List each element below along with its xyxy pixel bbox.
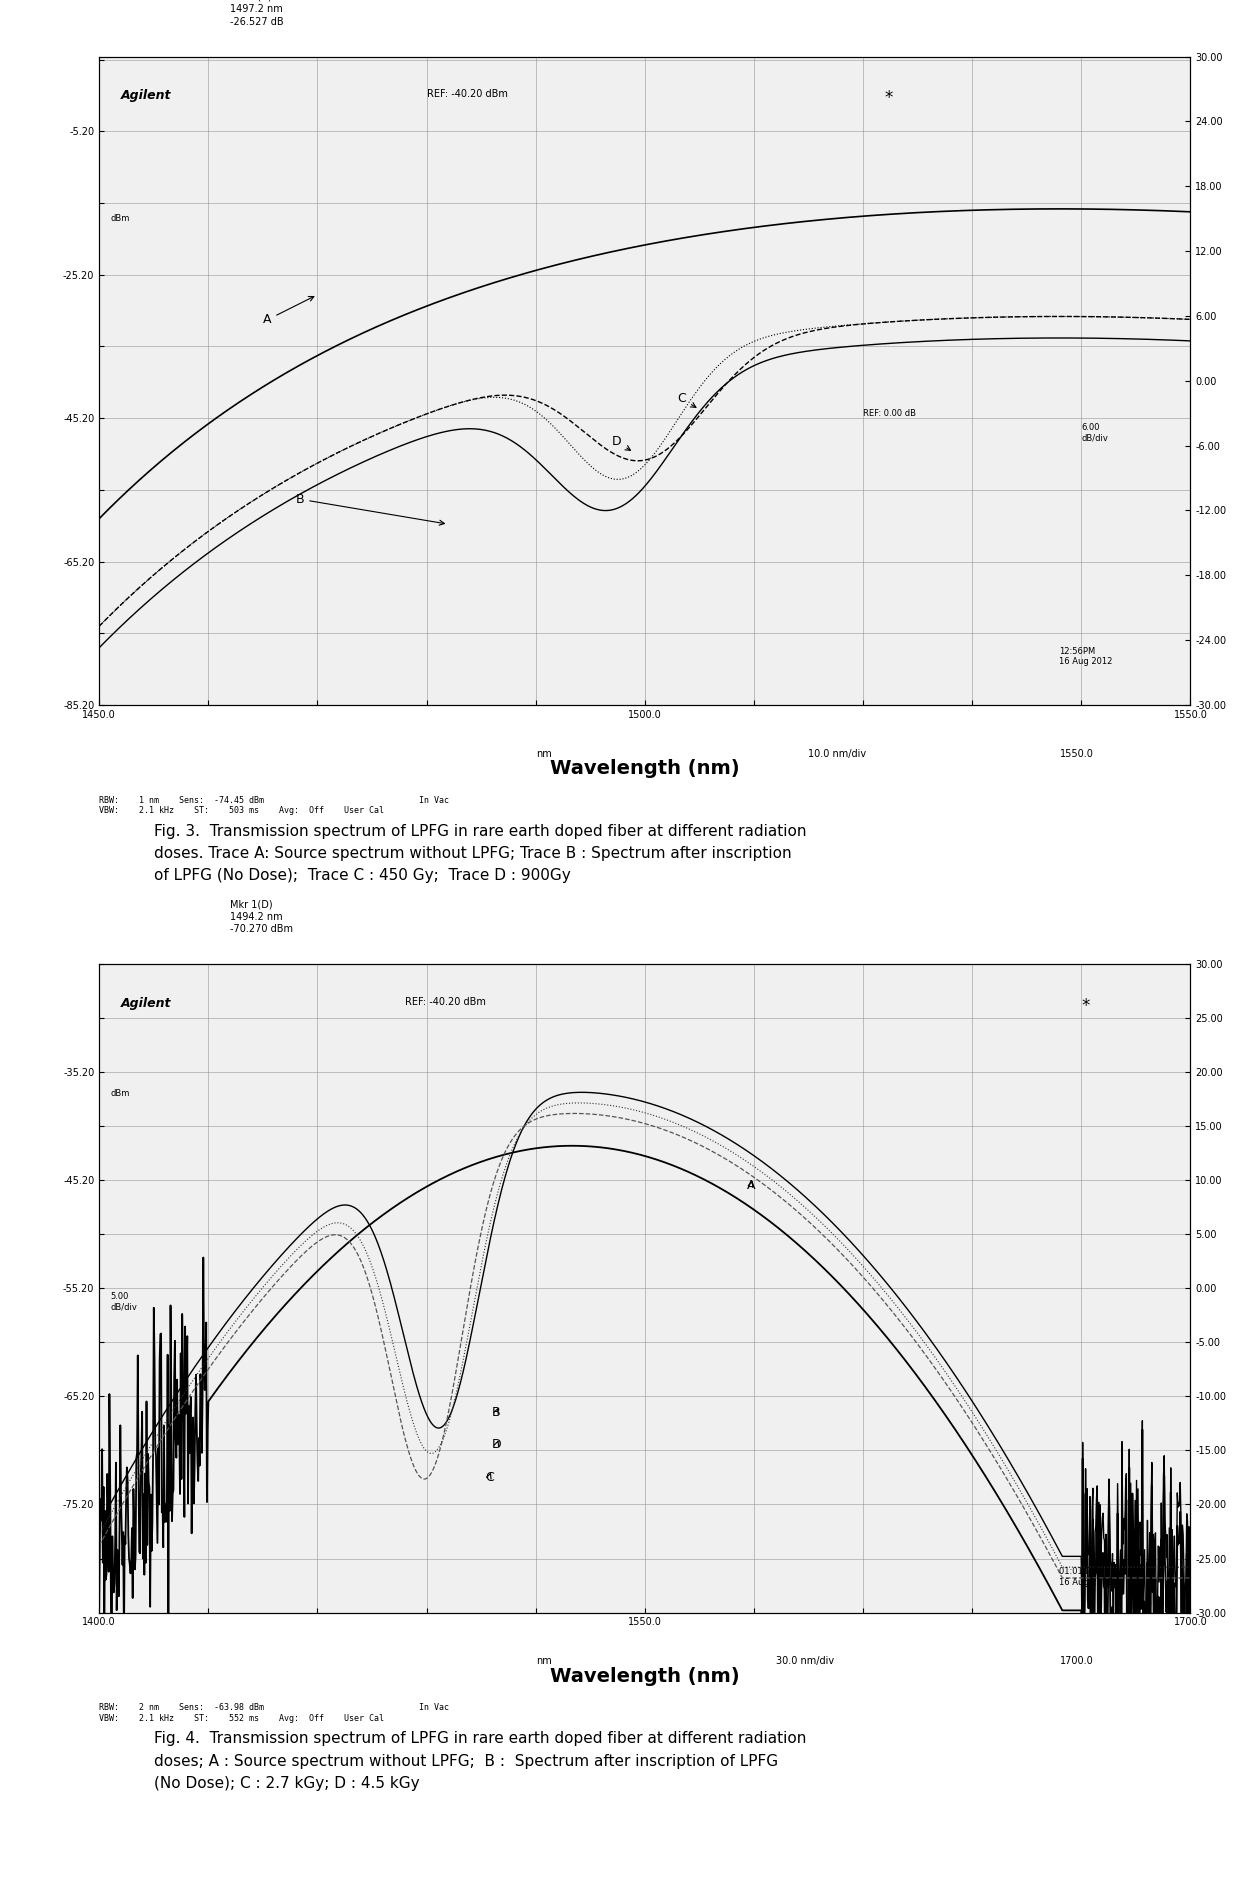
Text: A: A: [746, 1178, 755, 1191]
Text: A: A: [263, 296, 314, 327]
Text: 01:01 PM
16 Aug 2012: 01:01 PM 16 Aug 2012: [1059, 1567, 1112, 1586]
Text: D: D: [613, 436, 630, 451]
Text: 6.00
dB/div: 6.00 dB/div: [1081, 423, 1109, 442]
Text: 5.00
dB/div: 5.00 dB/div: [110, 1291, 136, 1310]
Text: Agilent: Agilent: [122, 89, 171, 102]
Text: nm: nm: [536, 750, 552, 759]
Text: 12:56PM
16 Aug 2012: 12:56PM 16 Aug 2012: [1059, 646, 1112, 666]
Text: REF: 0.00 dB: REF: 0.00 dB: [863, 408, 916, 417]
Text: nm: nm: [536, 1656, 552, 1667]
Text: Mkr 1(D)
1494.2 nm
-70.270 dBm: Mkr 1(D) 1494.2 nm -70.270 dBm: [231, 899, 293, 935]
Text: 1550.0: 1550.0: [1059, 750, 1094, 759]
Text: Fig. 3.  Transmission spectrum of LPFG in rare earth doped fiber at different ra: Fig. 3. Transmission spectrum of LPFG in…: [154, 823, 806, 884]
Text: C: C: [485, 1471, 494, 1484]
Text: C: C: [677, 393, 696, 408]
Text: RBW:    1 nm    Sens:  -74.45 dBm                               In Vac
VBW:    2: RBW: 1 nm Sens: -74.45 dBm In Vac VBW: 2: [99, 795, 449, 816]
Text: RBW:    2 nm    Sens:  -63.98 dBm                               In Vac
VBW:    2: RBW: 2 nm Sens: -63.98 dBm In Vac VBW: 2: [99, 1703, 449, 1722]
Text: *: *: [1081, 997, 1090, 1014]
Text: Wavelength (nm): Wavelength (nm): [551, 1667, 739, 1686]
Text: Agilent: Agilent: [122, 997, 171, 1010]
Text: 10.0 nm/div: 10.0 nm/div: [808, 750, 867, 759]
Text: 30.0 nm/div: 30.0 nm/div: [776, 1656, 833, 1667]
Text: B: B: [295, 493, 444, 525]
Text: REF: -40.20 dBm: REF: -40.20 dBm: [427, 89, 507, 98]
Text: *: *: [885, 89, 893, 108]
Text: Mkr 1(C)
1497.2 nm
-26.527 dB: Mkr 1(C) 1497.2 nm -26.527 dB: [231, 0, 284, 26]
Text: dBm: dBm: [110, 213, 129, 223]
Text: 1700.0: 1700.0: [1059, 1656, 1094, 1667]
Text: D: D: [492, 1439, 502, 1452]
Text: REF: -40.20 dBm: REF: -40.20 dBm: [404, 997, 486, 1006]
Text: Fig. 4.  Transmission spectrum of LPFG in rare earth doped fiber at different ra: Fig. 4. Transmission spectrum of LPFG in…: [154, 1731, 806, 1792]
Text: Wavelength (nm): Wavelength (nm): [551, 759, 739, 778]
Text: dBm: dBm: [110, 1089, 129, 1099]
Text: B: B: [492, 1407, 501, 1420]
